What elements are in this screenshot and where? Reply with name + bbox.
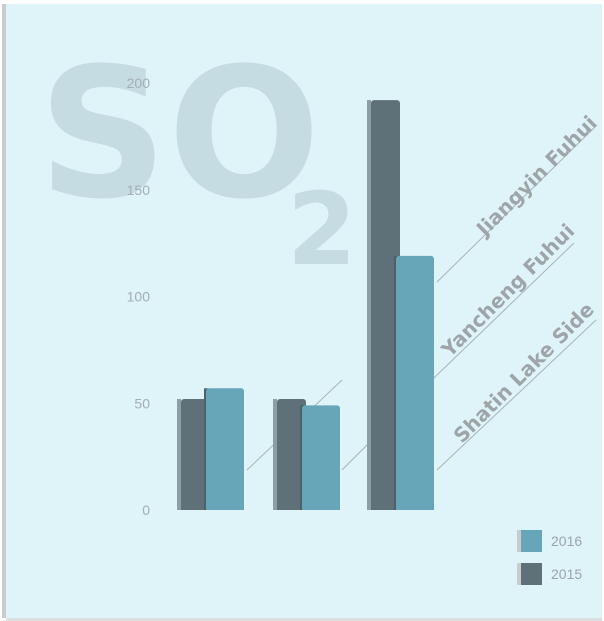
- legend-label-2015: 2015: [551, 566, 582, 582]
- legend-swatch-2016: [521, 530, 542, 552]
- legend-label-2016: 2016: [551, 533, 582, 549]
- y-tick-label: 50: [134, 395, 150, 411]
- leader-line: [436, 242, 575, 376]
- bar-2016-jiangyin-fuhui: [396, 255, 434, 510]
- leader-line: [436, 124, 598, 283]
- bar-2016-yancheng-fuhui: [302, 405, 340, 510]
- bar-shadow: [273, 398, 277, 510]
- y-tick-label: 200: [127, 75, 151, 91]
- category-label: Jiangyin Fuhui: [470, 111, 601, 242]
- bar-base: [277, 506, 306, 510]
- legend-swatch-2015: [521, 563, 542, 585]
- bar-2015-shatin-lake-side: [181, 398, 210, 510]
- y-axis-ticks: 0 50 100 150 200: [127, 75, 151, 518]
- bars: [177, 100, 434, 510]
- bar-shadow: [367, 100, 371, 510]
- chart-title: SO: [38, 30, 321, 239]
- leader-line: [436, 319, 597, 471]
- bar-base: [302, 506, 340, 510]
- legend-2016-shadow: [517, 530, 521, 552]
- bar-base: [181, 506, 210, 510]
- y-tick-label: 100: [127, 289, 151, 305]
- bar-2015-jiangyin-fuhui: [371, 100, 400, 510]
- y-tick-label: 0: [142, 502, 150, 518]
- chart-card: [6, 4, 602, 618]
- bar-base: [371, 506, 400, 510]
- bar-2015-yancheng-fuhui: [277, 398, 306, 510]
- bar-base: [396, 506, 434, 510]
- bar-base: [206, 506, 244, 510]
- chart-title-subscript: 2: [287, 171, 357, 288]
- legend-2015-shadow: [517, 563, 521, 585]
- bar-shadow: [177, 398, 181, 510]
- category-leader-lines: [246, 124, 598, 471]
- legend: 2016 2015: [517, 530, 582, 585]
- y-tick-label: 150: [127, 182, 151, 198]
- bar-2016-shatin-lake-side: [206, 388, 244, 510]
